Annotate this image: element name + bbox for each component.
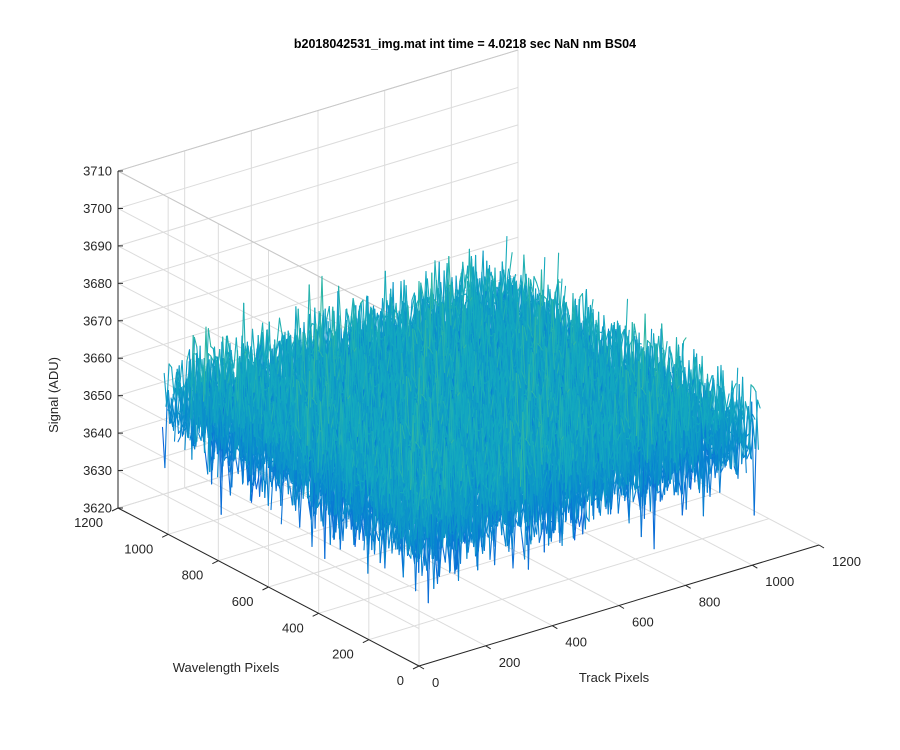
surface-segment xyxy=(161,426,166,469)
grid-line-wall-z xyxy=(117,161,519,284)
surface-segment xyxy=(165,389,169,407)
surface-segment xyxy=(535,281,540,292)
surface-segment xyxy=(168,363,173,368)
surface-segment xyxy=(229,343,233,404)
surface-segment xyxy=(177,382,181,419)
surface-segment xyxy=(427,296,431,308)
surface-segment xyxy=(181,360,186,406)
surface-segment xyxy=(434,260,439,304)
surface-segment xyxy=(175,413,180,426)
surface-segment xyxy=(278,317,283,335)
grid-line-wall-z xyxy=(117,199,519,322)
surface-segment xyxy=(170,397,175,431)
box-edge xyxy=(117,49,519,172)
surface-segment xyxy=(169,410,174,427)
surface-segment xyxy=(350,297,354,325)
surface-segment xyxy=(462,261,466,289)
surface-segment xyxy=(171,398,175,421)
surface-segment xyxy=(280,343,284,350)
surface-segment xyxy=(193,336,198,348)
surface-segment xyxy=(291,339,296,357)
grid-line-floor-y xyxy=(368,518,769,641)
grid-line-wall-z xyxy=(117,124,519,247)
surface-segment xyxy=(177,436,181,443)
surface-segment xyxy=(167,389,172,424)
surface-segment xyxy=(172,398,177,431)
surface-segment xyxy=(244,341,248,378)
surface-segment xyxy=(411,294,416,310)
surface-segment xyxy=(172,387,176,403)
surface-segment xyxy=(251,328,256,362)
surface-segment xyxy=(171,366,175,395)
surface-segment xyxy=(505,268,510,290)
surface-segment xyxy=(176,380,180,398)
box-edge xyxy=(117,170,420,330)
surface-segment xyxy=(276,317,281,344)
grid-line-wall-z xyxy=(117,432,420,592)
surface-segment xyxy=(207,328,212,348)
surface-segment xyxy=(163,372,168,407)
surface-segment xyxy=(230,355,235,369)
surface-segment xyxy=(308,284,313,344)
grid-line-wall-z xyxy=(117,470,420,629)
grid-line-wall-z xyxy=(117,86,519,209)
surface-mesh xyxy=(161,235,761,604)
surface-segment xyxy=(509,252,513,273)
surface-segment xyxy=(464,265,469,289)
surface-segment xyxy=(176,365,180,394)
surface-segment xyxy=(338,285,342,330)
surface-segment xyxy=(409,308,413,323)
surface-segment xyxy=(503,269,507,290)
grid-line-wall-z xyxy=(117,236,519,359)
surface-segment xyxy=(345,309,350,317)
surface-segment xyxy=(233,337,237,369)
grid-line-floor-y xyxy=(318,491,719,614)
surface-segment xyxy=(173,396,178,442)
